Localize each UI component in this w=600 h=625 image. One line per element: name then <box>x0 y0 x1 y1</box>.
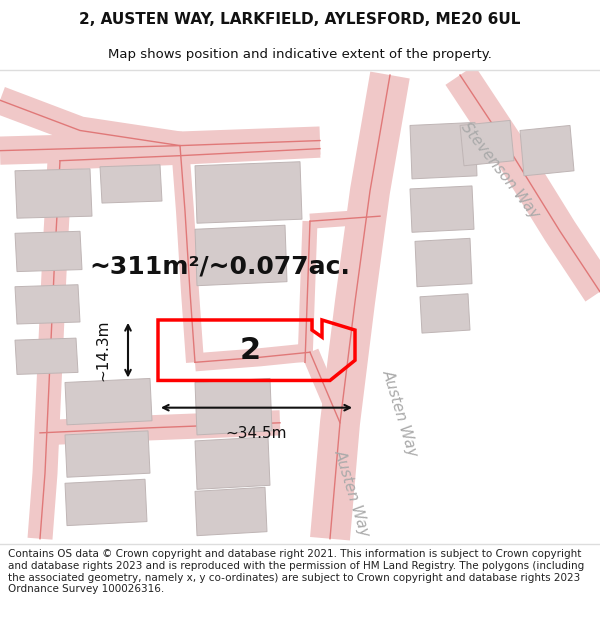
Text: ~311m²/~0.077ac.: ~311m²/~0.077ac. <box>89 254 350 279</box>
Polygon shape <box>460 121 514 166</box>
Text: ~34.5m: ~34.5m <box>226 426 287 441</box>
Polygon shape <box>59 139 320 170</box>
Polygon shape <box>410 186 474 232</box>
Text: 2: 2 <box>239 336 260 365</box>
Polygon shape <box>65 431 150 478</box>
Polygon shape <box>310 209 380 229</box>
Polygon shape <box>15 285 80 324</box>
Polygon shape <box>195 225 287 286</box>
Text: ~14.3m: ~14.3m <box>95 319 110 381</box>
Text: Contains OS data © Crown copyright and database right 2021. This information is : Contains OS data © Crown copyright and d… <box>8 549 584 594</box>
Polygon shape <box>0 87 182 159</box>
Polygon shape <box>15 231 82 272</box>
Text: Austen Way: Austen Way <box>332 448 373 539</box>
Polygon shape <box>65 479 147 526</box>
Polygon shape <box>445 65 600 301</box>
Polygon shape <box>28 160 73 539</box>
Polygon shape <box>415 238 472 287</box>
Polygon shape <box>195 162 302 223</box>
Polygon shape <box>195 437 270 489</box>
Polygon shape <box>302 349 348 426</box>
Polygon shape <box>171 145 204 363</box>
Polygon shape <box>195 379 272 435</box>
Polygon shape <box>410 122 477 179</box>
Polygon shape <box>15 338 78 374</box>
Text: Stevenson Way: Stevenson Way <box>458 120 542 222</box>
Polygon shape <box>520 126 574 176</box>
Polygon shape <box>40 410 280 446</box>
Polygon shape <box>0 126 320 165</box>
Text: 2, AUSTEN WAY, LARKFIELD, AYLESFORD, ME20 6UL: 2, AUSTEN WAY, LARKFIELD, AYLESFORD, ME2… <box>79 12 521 27</box>
Polygon shape <box>15 169 92 218</box>
Polygon shape <box>194 343 311 371</box>
Polygon shape <box>420 294 470 333</box>
Text: Austen Way: Austen Way <box>380 368 421 458</box>
Polygon shape <box>65 379 152 425</box>
Polygon shape <box>310 72 410 541</box>
Text: Map shows position and indicative extent of the property.: Map shows position and indicative extent… <box>108 48 492 61</box>
Polygon shape <box>195 488 267 536</box>
Polygon shape <box>100 165 162 203</box>
Polygon shape <box>298 221 317 362</box>
